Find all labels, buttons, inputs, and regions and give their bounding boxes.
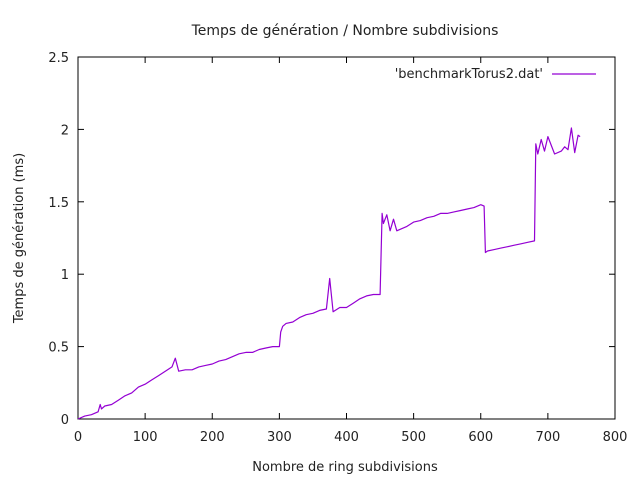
y-tick-label: 1 [61,268,69,283]
x-tick-label: 300 [267,430,292,445]
y-tick-label: 2.5 [48,51,69,66]
y-tick-label: 0 [61,413,69,428]
y-tick-label: 1.5 [48,196,69,211]
x-tick-label: 500 [401,430,426,445]
x-tick-label: 800 [603,430,628,445]
axis-ticks: 0 100 200 300 400 500 600 700 800 0 0.5 1 1.5 2 2.5 [48,51,627,445]
legend-label: 'benchmarkTorus2.dat' [395,67,543,82]
legend: 'benchmarkTorus2.dat' [395,67,596,82]
plot-frame [77,56,616,420]
y-tick-label: 0.5 [48,341,69,356]
x-tick-label: 200 [200,430,225,445]
x-tick-label: 400 [334,430,359,445]
chart-title: Temps de génération / Nombre subdivision… [191,23,499,39]
y-tick-label: 2 [61,123,69,138]
y-axis-label: Temps de génération (ms) [12,153,27,324]
series-layer [77,127,581,420]
x-tick-label: 0 [74,430,82,445]
x-tick-label: 600 [468,430,493,445]
x-tick-label: 100 [133,430,158,445]
x-tick-label: 700 [535,430,560,445]
series-line [77,127,581,420]
x-axis-label: Nombre de ring subdivisions [252,460,438,475]
